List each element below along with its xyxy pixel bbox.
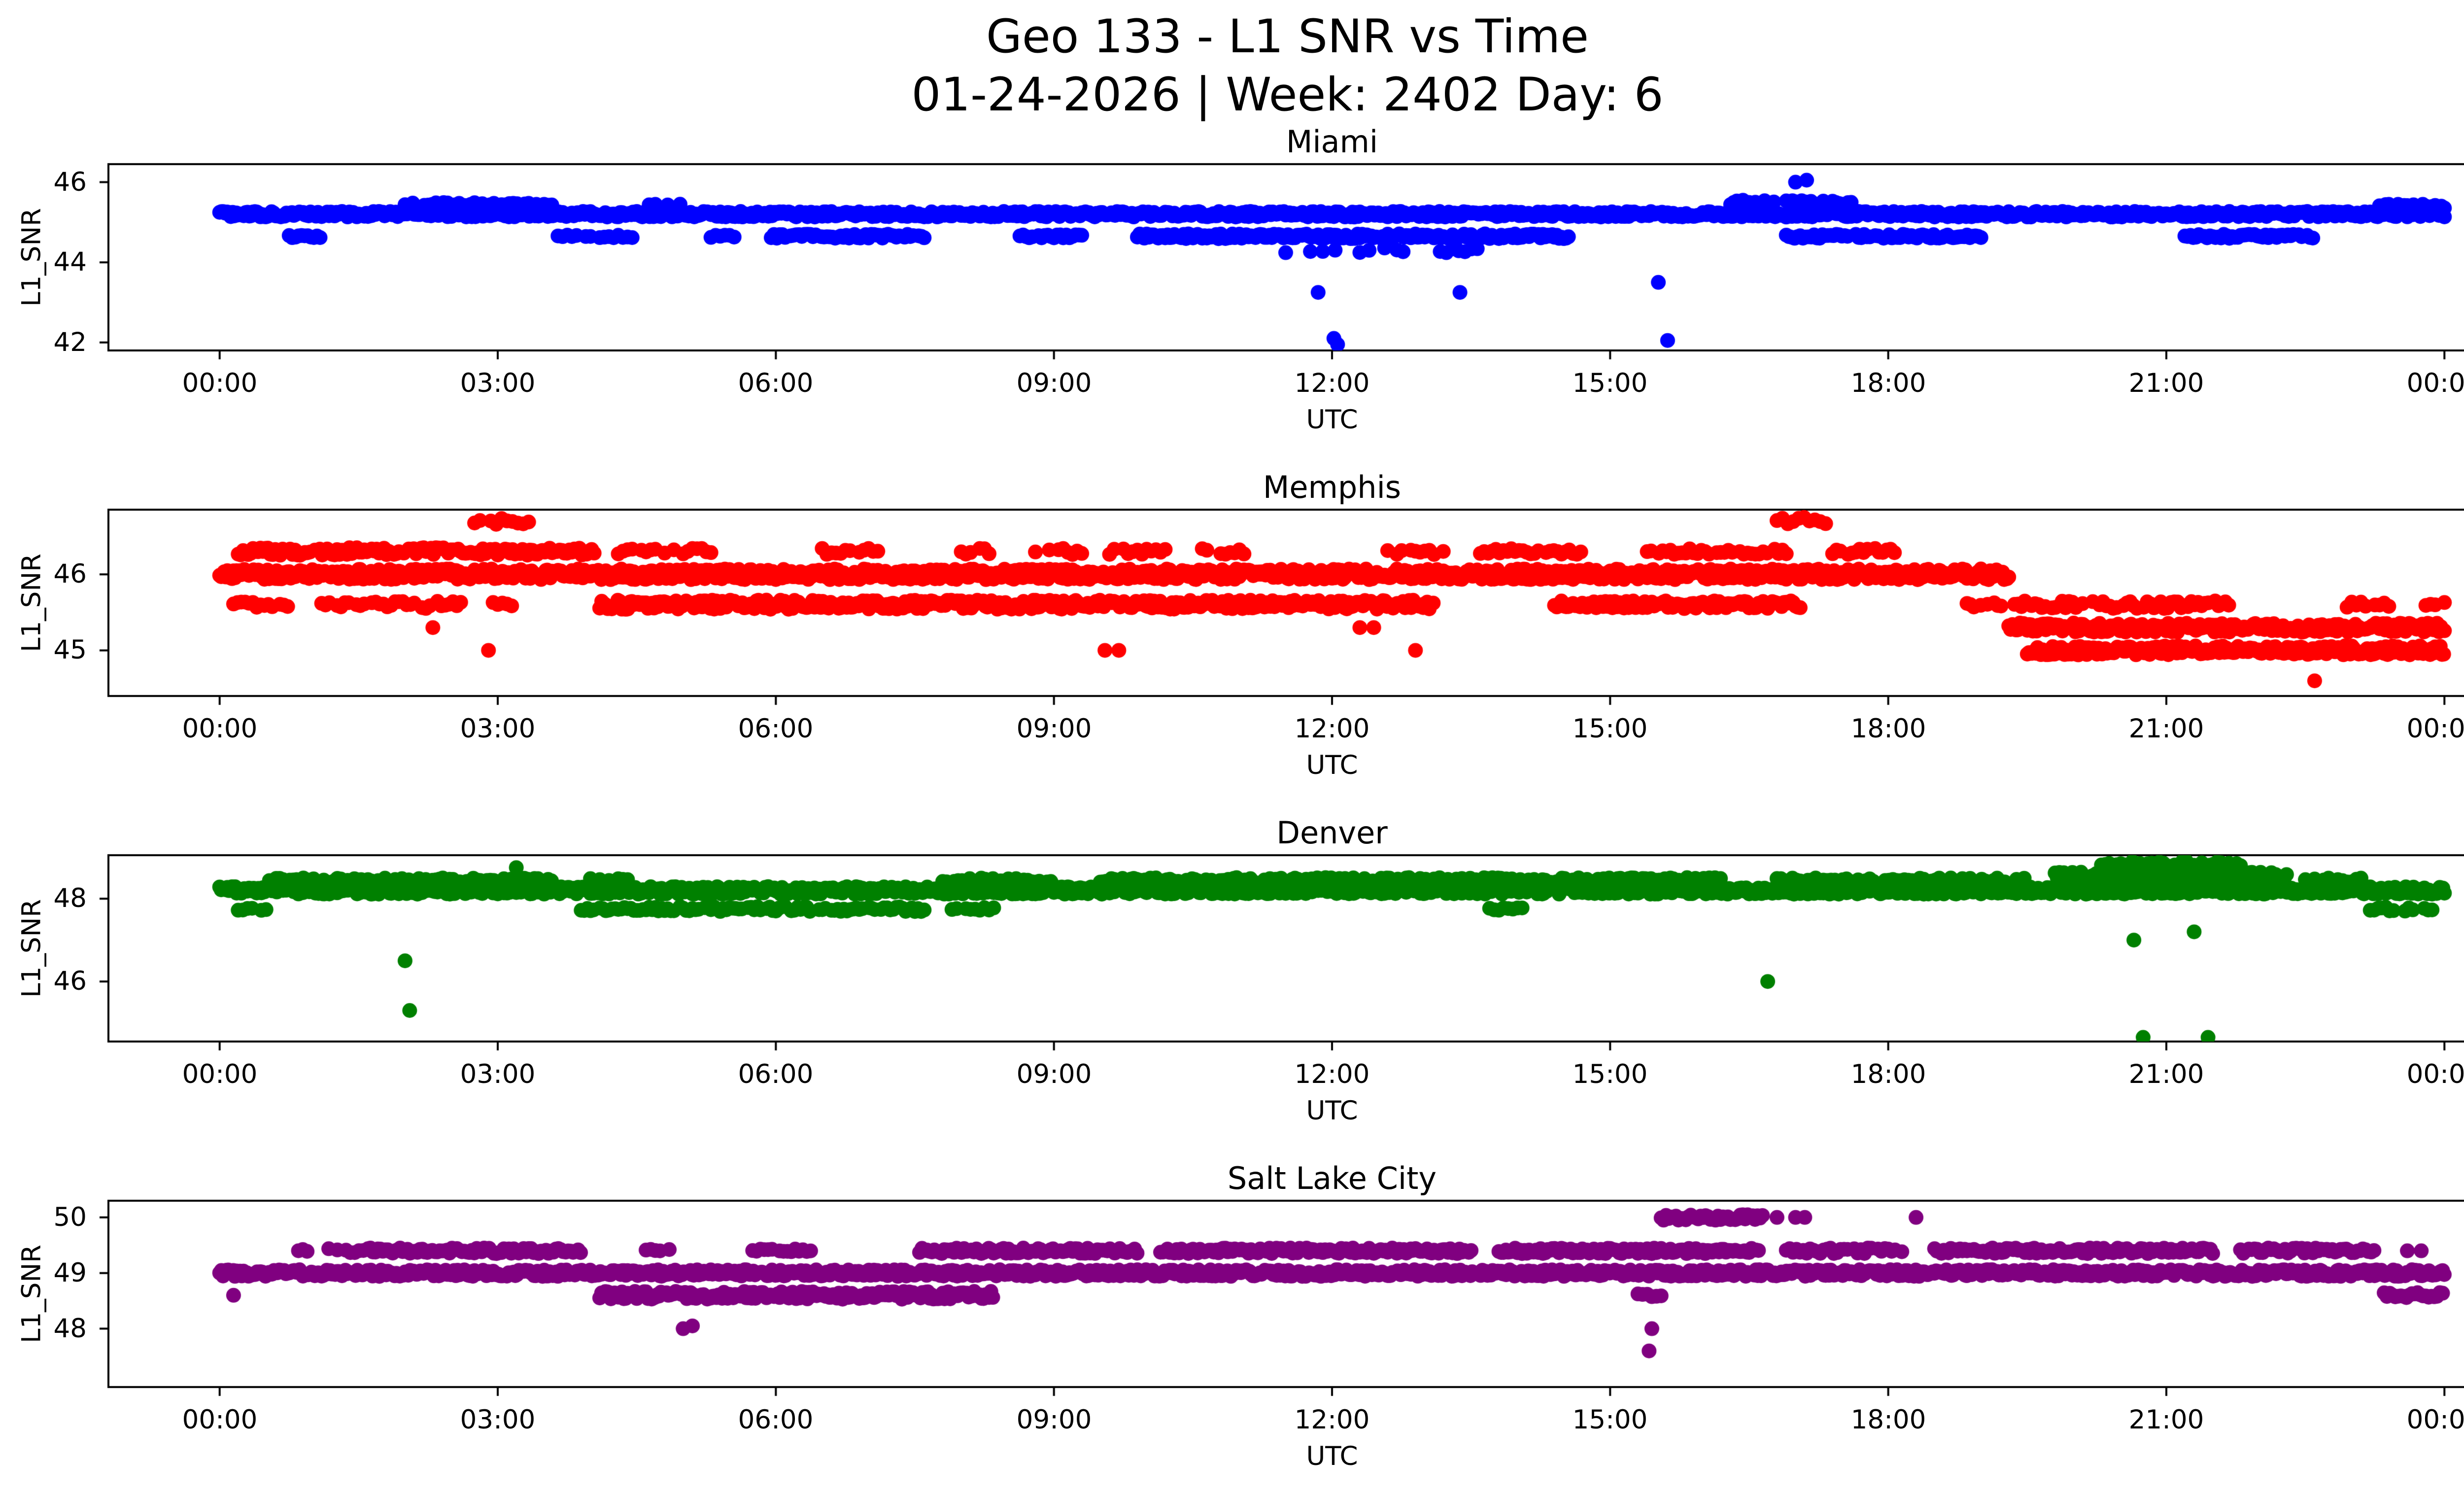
y-tick-label: 46 [53, 167, 87, 197]
subplot-title: Salt Lake City [1227, 1160, 1437, 1196]
x-tick-row: 00:00 03:00 06:00 09:00 12:00 15:00 18:0… [108, 1406, 2464, 1434]
x-tick-label: 21:00 [2128, 368, 2204, 398]
x-tick-label: 06:00 [738, 368, 814, 398]
x-tick-label: 18:00 [1850, 1059, 1926, 1089]
x-tick-label: 00:00 [2406, 714, 2464, 744]
y-tick-label: 46 [53, 966, 87, 996]
y-tick-label: 48 [53, 1314, 87, 1344]
x-axis-label: UTC [1306, 405, 1358, 435]
x-tick-row: 00:00 03:00 06:00 09:00 12:00 15:00 18:0… [108, 1060, 2464, 1089]
x-tick-label: 12:00 [1294, 1059, 1370, 1089]
x-axis-label: UTC [1306, 750, 1358, 780]
subplot-title: Memphis [1263, 469, 1402, 505]
x-axis-label: UTC [1306, 1441, 1358, 1471]
x-tick-label: 03:00 [460, 714, 536, 744]
x-axis-label: UTC [1306, 1096, 1358, 1126]
x-tick-row: 00:00 03:00 06:00 09:00 12:00 15:00 18:0… [108, 715, 2464, 743]
y-tick-label: 45 [53, 635, 87, 665]
x-tick-label: 18:00 [1850, 368, 1926, 398]
x-tick-label: 15:00 [1572, 1405, 1648, 1435]
x-tick-label: 03:00 [460, 1059, 536, 1089]
x-tick-label: 06:00 [738, 714, 814, 744]
x-tick-label: 18:00 [1850, 1405, 1926, 1435]
x-tick-label: 12:00 [1294, 368, 1370, 398]
x-tick-label: 00:00 [182, 714, 258, 744]
x-tick-label: 09:00 [1016, 714, 1092, 744]
x-tick-label: 21:00 [2128, 714, 2204, 744]
x-tick-label: 00:00 [182, 1405, 258, 1435]
x-tick-label: 18:00 [1850, 714, 1926, 744]
x-tick-label: 09:00 [1016, 1405, 1092, 1435]
figure-title-line1: Geo 133 - L1 SNR vs Time [986, 10, 1589, 64]
x-tick-label: 21:00 [2128, 1059, 2204, 1089]
x-tick-label: 03:00 [460, 368, 536, 398]
x-tick-label: 00:00 [2406, 368, 2464, 398]
figure-title-line2: 01-24-2026 | Week: 2402 Day: 6 [911, 68, 1664, 122]
x-tick-label: 06:00 [738, 1405, 814, 1435]
figure-title: Geo 133 - L1 SNR vs Time 01-24-2026 | We… [0, 8, 2464, 124]
subplot-title: Denver [1276, 815, 1388, 851]
x-tick-label: 09:00 [1016, 368, 1092, 398]
subplot-title: Miami [1286, 124, 1378, 160]
x-tick-label: 21:00 [2128, 1405, 2204, 1435]
x-tick-label: 00:00 [2406, 1059, 2464, 1089]
x-tick-label: 06:00 [738, 1059, 814, 1089]
x-tick-label: 12:00 [1294, 1405, 1370, 1435]
x-tick-label: 15:00 [1572, 368, 1648, 398]
x-tick-row: 00:00 03:00 06:00 09:00 12:00 15:00 18:0… [108, 369, 2464, 398]
y-tick-label: 50 [53, 1202, 87, 1232]
y-tick-label: 49 [53, 1258, 87, 1288]
x-tick-label: 00:00 [182, 368, 258, 398]
y-tick-label: 44 [53, 247, 87, 277]
x-tick-label: 00:00 [2406, 1405, 2464, 1435]
x-tick-label: 03:00 [460, 1405, 536, 1435]
x-tick-label: 15:00 [1572, 714, 1648, 744]
y-tick-label: 48 [53, 883, 87, 913]
x-tick-label: 09:00 [1016, 1059, 1092, 1089]
x-tick-label: 12:00 [1294, 714, 1370, 744]
x-tick-label: 00:00 [182, 1059, 258, 1089]
y-tick-label: 46 [53, 559, 87, 589]
y-tick-label: 42 [53, 327, 87, 357]
x-tick-label: 15:00 [1572, 1059, 1648, 1089]
